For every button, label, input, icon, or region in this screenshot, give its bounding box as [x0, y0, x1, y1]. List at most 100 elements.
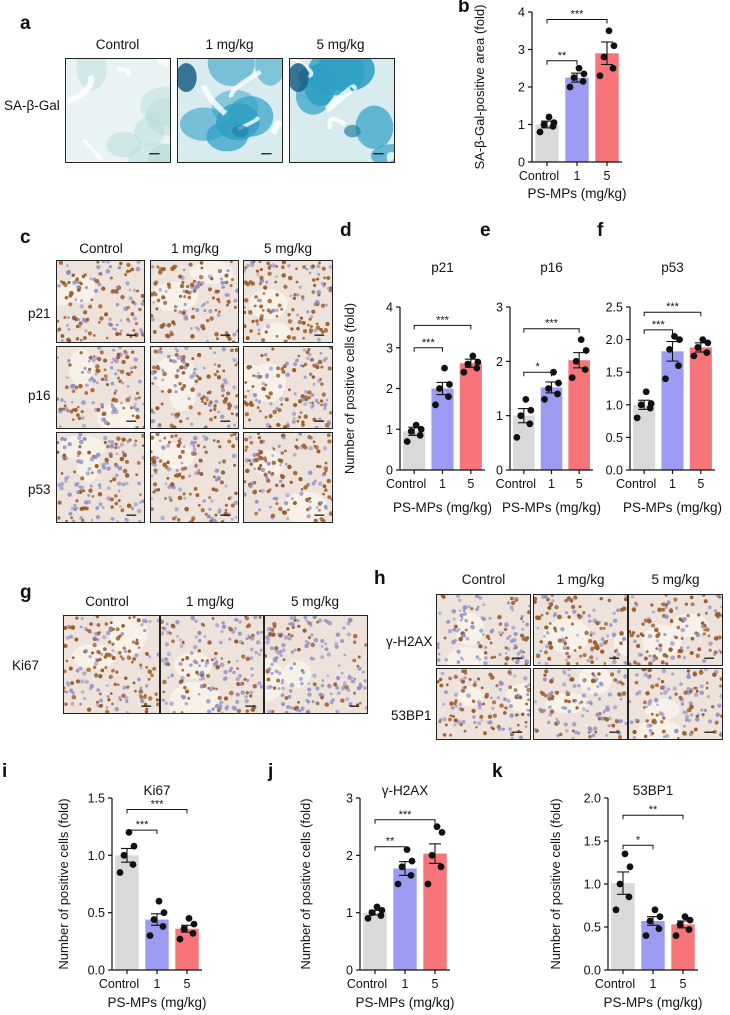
significance-label: ***	[436, 314, 450, 326]
significance-label: ***	[571, 9, 585, 21]
chart-f: f p53 0.0 0.5 1.0 1.5 2.0 2.5 Control 1 5 ****** PS-…	[597, 220, 722, 515]
ihc-tissue-image	[534, 669, 627, 739]
bar-e-0	[513, 415, 535, 470]
x-tick-label: 5	[604, 169, 611, 183]
data-point	[621, 850, 629, 858]
x-axis-label: PS-MPs (mg/kg)	[502, 500, 601, 515]
y-tick-label: 1.0	[584, 878, 601, 892]
data-point	[694, 344, 702, 351]
x-tick-label: 1	[439, 477, 446, 491]
significance-label: ***	[652, 319, 666, 331]
x-axis-label: PS-MPs (mg/kg)	[393, 500, 492, 515]
data-point	[646, 917, 654, 925]
col-header-5mgkg: 5 mg/kg	[263, 241, 313, 256]
data-point	[150, 916, 158, 923]
data-point	[577, 336, 585, 343]
x-tick-label: Control	[99, 977, 139, 991]
data-point	[432, 401, 439, 409]
significance-bracket	[546, 60, 578, 65]
significance-label: **	[386, 836, 395, 848]
panel-label-k: k	[492, 761, 503, 782]
significance-label: ***	[151, 798, 165, 810]
data-point	[428, 851, 436, 859]
y-tick-label: 1	[496, 409, 503, 423]
bar-j-1	[393, 868, 417, 970]
data-point	[416, 431, 424, 439]
data-point	[464, 360, 472, 368]
data-point	[642, 388, 650, 396]
data-point	[703, 349, 711, 357]
data-point	[651, 906, 659, 914]
data-point	[407, 872, 415, 879]
data-point	[541, 395, 548, 403]
ihc-tissue-image	[244, 261, 332, 342]
panel-label-c: c	[20, 227, 31, 248]
data-point	[685, 926, 693, 933]
ihc-micrograph	[533, 668, 628, 740]
panel-label-d: d	[340, 220, 352, 241]
significance-bracket	[374, 846, 406, 851]
bar-i-0	[115, 855, 139, 970]
y-tick-label: 2.5	[606, 301, 623, 315]
x-tick-label: 1	[669, 477, 676, 491]
row-label-gamma-h2ax: γ-H2AX	[386, 634, 433, 649]
data-point	[368, 909, 376, 917]
y-axis-label: Number of positive cells (fold)	[56, 798, 71, 969]
y-tick-label: 0.0	[584, 964, 601, 978]
data-point	[445, 393, 452, 401]
significance-bracket	[413, 347, 443, 352]
ihc-micrograph	[243, 260, 333, 343]
sa-tissue-image	[66, 59, 170, 162]
chart-title: p21	[431, 260, 454, 275]
col-header-5mgkg: 5 mg/kg	[651, 572, 700, 587]
ihc-micrograph	[436, 594, 531, 666]
panel-label-a: a	[20, 13, 31, 34]
x-tick-label: 1	[154, 977, 161, 991]
y-tick-label: 2.0	[584, 792, 601, 806]
y-tick-label: 0.0	[606, 464, 623, 478]
col-header-1mgkg: 1 mg/kg	[205, 37, 254, 52]
data-point	[579, 77, 587, 85]
significance-bracket	[523, 371, 552, 377]
col-header-1mgkg: 1 mg/kg	[185, 594, 235, 609]
chart-title: 53BP1	[633, 783, 674, 798]
data-point	[424, 880, 432, 888]
bar-f-1	[661, 351, 684, 470]
y-tick-label: 4	[386, 301, 393, 315]
chart-title: p53	[661, 260, 684, 275]
ihc-tissue-image	[437, 595, 530, 665]
data-point	[526, 420, 534, 428]
bar-j-0	[363, 912, 387, 970]
data-point	[566, 83, 574, 91]
data-point	[554, 390, 561, 398]
bar-k-0	[611, 883, 635, 970]
data-point	[364, 915, 372, 922]
data-point	[686, 916, 694, 924]
data-point	[417, 425, 425, 433]
data-point	[176, 935, 184, 943]
significance-label: **	[558, 50, 567, 62]
data-point	[527, 406, 535, 414]
significance-label: ***	[136, 819, 150, 831]
ihc-tissue-image	[161, 616, 263, 713]
significance-bracket	[126, 808, 188, 814]
y-tick-label: 4	[518, 6, 525, 20]
panel-label-h: h	[374, 568, 386, 589]
data-point	[642, 932, 650, 939]
x-axis-label: PS-MPs (mg/kg)	[603, 995, 702, 1010]
significance-bracket	[546, 19, 608, 24]
data-point	[568, 374, 576, 382]
x-tick-label: Control	[616, 477, 656, 491]
significance-label: ***	[666, 301, 680, 313]
data-point	[676, 336, 683, 343]
data-point	[373, 903, 381, 911]
bar-e-1	[540, 387, 563, 470]
data-point	[398, 863, 406, 871]
micrograph-sa-5mgkg	[289, 58, 395, 163]
data-point	[545, 113, 553, 121]
data-point	[704, 339, 712, 347]
ihc-tissue-image	[57, 347, 144, 428]
sa-tissue-image	[178, 59, 282, 162]
significance-bracket	[622, 814, 684, 820]
